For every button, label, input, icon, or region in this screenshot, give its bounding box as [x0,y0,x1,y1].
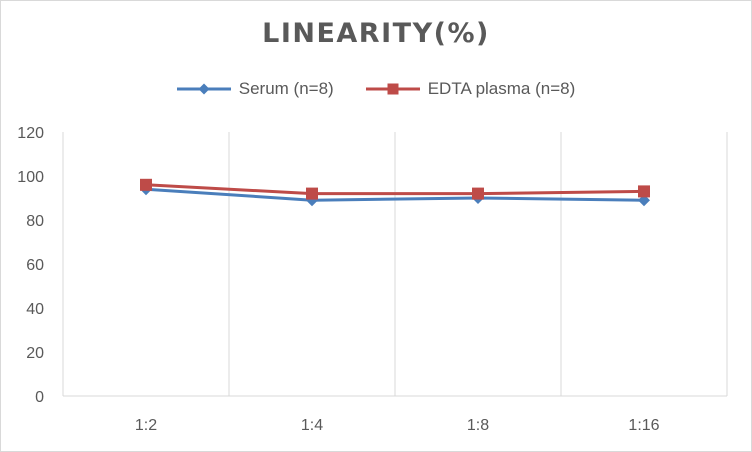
y-tick-label: 40 [26,301,44,318]
y-tick-label: 60 [26,257,44,274]
y-tick-label: 80 [26,213,44,230]
data-point-1 [638,185,650,198]
legend-item-edta-plasma: EDTA plasma (n=8) [365,79,576,99]
chart-title: LINEARITY(%) [262,18,490,49]
legend-swatch-edta-plasma [365,83,420,95]
data-point-1 [472,187,484,200]
y-tick-label: 120 [17,125,44,142]
y-tick-label: 20 [26,345,44,362]
legend-swatch-serum [176,83,231,95]
series-line-1 [145,183,645,196]
legend: Serum (n=8) EDTA plasma (n=8) [0,79,752,99]
legend-label-edta-plasma: EDTA plasma (n=8) [427,79,576,98]
series-line-0 [145,187,645,202]
x-tick-label: 1:4 [301,417,323,434]
data-point-1 [306,187,318,200]
x-tick-label: 1:8 [467,417,489,434]
y-tick-label: 100 [17,169,44,186]
legend-label-serum: Serum (n=8) [238,79,334,98]
x-tick-label: 1:2 [135,417,157,434]
y-tick-label: 0 [35,389,44,406]
data-point-1 [140,178,152,191]
x-tick-label: 1:16 [628,417,659,434]
legend-item-serum: Serum (n=8) [176,79,334,99]
